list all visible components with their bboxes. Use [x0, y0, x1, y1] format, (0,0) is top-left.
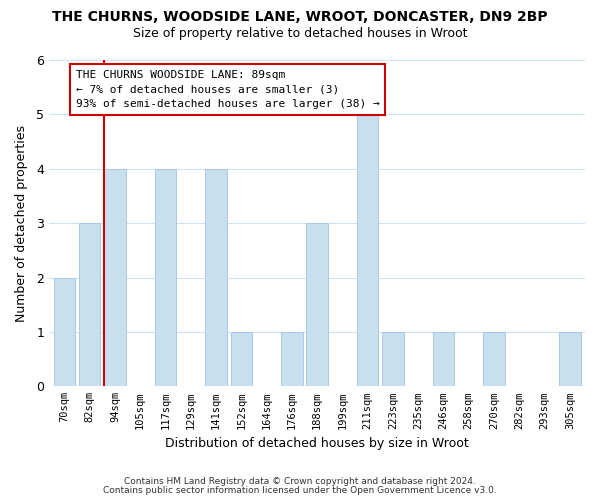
X-axis label: Distribution of detached houses by size in Wroot: Distribution of detached houses by size … — [165, 437, 469, 450]
Bar — [104, 169, 125, 386]
Bar — [155, 169, 176, 386]
Text: THE CHURNS WOODSIDE LANE: 89sqm
← 7% of detached houses are smaller (3)
93% of s: THE CHURNS WOODSIDE LANE: 89sqm ← 7% of … — [76, 70, 379, 110]
Bar — [205, 169, 227, 386]
Bar — [307, 223, 328, 386]
Y-axis label: Number of detached properties: Number of detached properties — [15, 124, 28, 322]
Bar — [382, 332, 404, 386]
Bar — [483, 332, 505, 386]
Text: Contains public sector information licensed under the Open Government Licence v3: Contains public sector information licen… — [103, 486, 497, 495]
Bar — [357, 114, 379, 386]
Bar — [281, 332, 302, 386]
Bar — [559, 332, 581, 386]
Bar — [79, 223, 100, 386]
Text: Size of property relative to detached houses in Wroot: Size of property relative to detached ho… — [133, 28, 467, 40]
Text: THE CHURNS, WOODSIDE LANE, WROOT, DONCASTER, DN9 2BP: THE CHURNS, WOODSIDE LANE, WROOT, DONCAS… — [52, 10, 548, 24]
Text: Contains HM Land Registry data © Crown copyright and database right 2024.: Contains HM Land Registry data © Crown c… — [124, 477, 476, 486]
Bar — [230, 332, 252, 386]
Bar — [433, 332, 454, 386]
Bar — [53, 278, 75, 386]
